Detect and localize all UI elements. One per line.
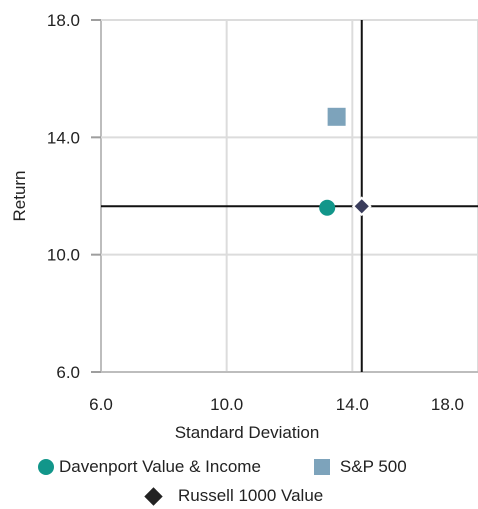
y-tick-label: 6.0 [56,363,80,382]
axis-ticks: 6.0 10.0 14.0 18.0 6.0 10.0 14.0 18.0 [47,11,464,414]
legend: Davenport Value & Income S&P 500 Russell… [0,452,478,506]
point-sp500 [327,107,346,126]
legend-label-sp500: S&P 500 [339,457,407,476]
crosshair [101,20,478,372]
x-tick-label: 6.0 [89,395,113,414]
legend-row-1: Davenport Value & Income S&P 500 [38,454,407,480]
legend-item-sp500: S&P 500 [313,457,407,477]
legend-row-2: Russell 1000 Value [144,483,323,509]
legend-label-davenport: Davenport Value & Income [59,457,261,476]
data-points [319,107,372,217]
scatter-chart: 6.0 10.0 14.0 18.0 6.0 10.0 14.0 18.0 Standard … [10,11,478,442]
x-axis-label: Standard Deviation [175,423,320,442]
x-tick-label: 10.0 [210,395,243,414]
grid-lines [91,19,478,373]
legend-label-russell: Russell 1000 Value [178,486,324,505]
legend-item-davenport: Davenport Value & Income [38,457,261,477]
legend-circle-marker [38,459,54,475]
legend-square-marker [313,459,330,475]
point-russell-1000-value [351,196,372,217]
y-tick-label: 18.0 [47,11,80,30]
y-axis-label: Return [10,170,29,221]
x-tick-label: 18.0 [431,395,464,414]
point-davenport [319,199,336,216]
y-tick-label: 14.0 [47,128,80,147]
x-tick-label: 14.0 [336,395,369,414]
legend-item-russell: Russell 1000 Value [144,486,323,506]
legend-diamond-marker [144,486,163,506]
y-tick-label: 10.0 [47,246,80,265]
